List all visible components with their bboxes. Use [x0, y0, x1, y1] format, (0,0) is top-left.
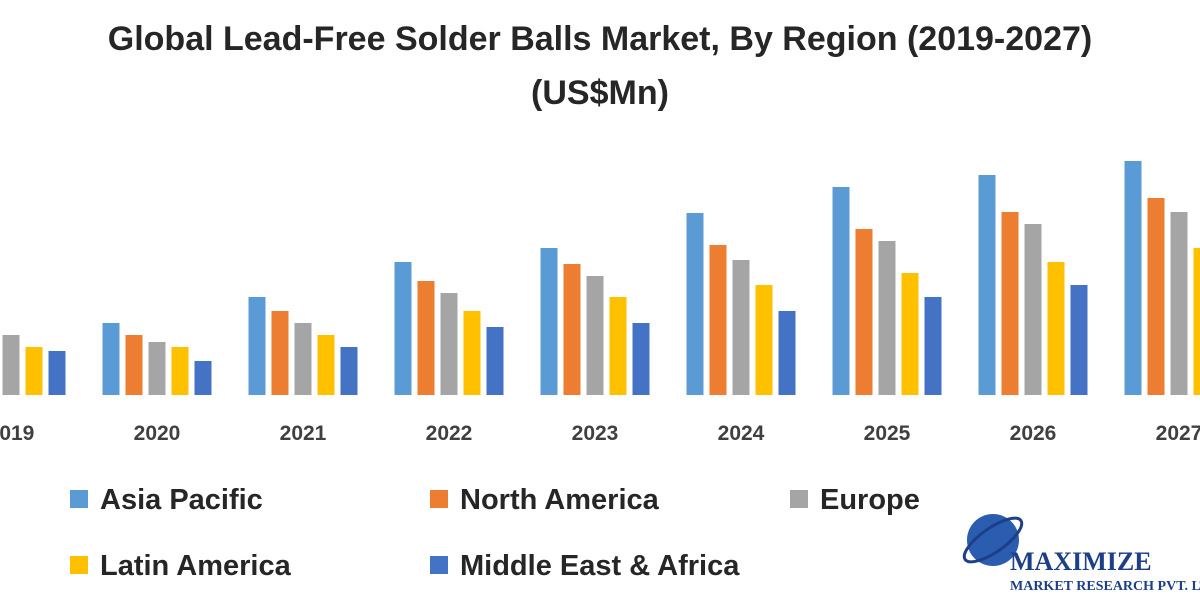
bar — [1193, 248, 1200, 395]
bar — [686, 213, 704, 395]
chart-title: Global Lead-Free Solder Balls Market, By… — [107, 20, 1093, 112]
bar — [248, 297, 266, 395]
logo-ring — [962, 516, 1024, 564]
bar — [1147, 198, 1165, 395]
bar — [855, 229, 873, 395]
legend-label: Asia Pacific — [100, 484, 263, 516]
logo-globe — [967, 514, 1019, 566]
legend-label: North America — [460, 484, 660, 516]
bar — [294, 323, 312, 395]
bar — [609, 297, 627, 395]
bar — [271, 311, 289, 395]
legend-label: Middle East & Africa — [460, 550, 740, 582]
bar — [709, 245, 727, 395]
x-tick-label: 2022 — [426, 422, 473, 445]
bar — [194, 361, 212, 395]
bar — [25, 347, 43, 395]
bar — [1024, 224, 1042, 395]
bar — [2, 335, 20, 395]
logo: MAXIMIZE MARKET RESEARCH PVT. LTD. — [962, 514, 1200, 594]
bar — [632, 323, 650, 395]
x-tick-label: 2023 — [572, 422, 619, 445]
bar — [171, 347, 189, 395]
bar — [924, 297, 942, 395]
bar — [440, 293, 458, 395]
bar — [778, 311, 796, 395]
x-tick-label: 2025 — [864, 422, 911, 445]
logo-tagline: MARKET RESEARCH PVT. LTD. — [1010, 579, 1200, 594]
logo-name: MAXIMIZE — [1010, 547, 1152, 576]
bar — [148, 342, 166, 395]
bar — [978, 175, 996, 395]
bar — [1124, 161, 1142, 395]
x-tick-label: 2020 — [134, 422, 181, 445]
x-tick-label: 2027 — [1156, 422, 1200, 445]
bar — [732, 260, 750, 395]
bar — [1070, 285, 1088, 395]
bar — [394, 262, 412, 395]
bar — [1047, 262, 1065, 395]
bar — [340, 347, 358, 395]
bar — [832, 187, 850, 395]
bar — [878, 241, 896, 395]
bar — [586, 276, 604, 395]
bar — [563, 264, 581, 395]
bar — [486, 327, 504, 395]
bar — [48, 351, 66, 395]
legend-label: Latin America — [100, 550, 292, 582]
x-tick-label: 2021 — [280, 422, 327, 445]
x-tick-label: 2019 — [0, 422, 34, 445]
legend-swatch — [430, 556, 448, 574]
bar — [540, 248, 558, 395]
bar — [102, 323, 120, 395]
bar — [125, 335, 143, 395]
legend-swatch — [70, 490, 88, 508]
legend-swatch — [430, 490, 448, 508]
bar — [1001, 212, 1019, 395]
legend-label: Europe — [820, 484, 920, 516]
x-tick-label: 2026 — [1010, 422, 1057, 445]
legend-swatch — [70, 556, 88, 574]
bar — [1170, 212, 1188, 395]
bar — [901, 273, 919, 395]
bar — [463, 311, 481, 395]
x-tick-label: 2024 — [718, 422, 765, 445]
legend-swatch — [790, 490, 808, 508]
bar — [417, 281, 435, 395]
bar — [755, 285, 773, 395]
bar — [317, 335, 335, 395]
